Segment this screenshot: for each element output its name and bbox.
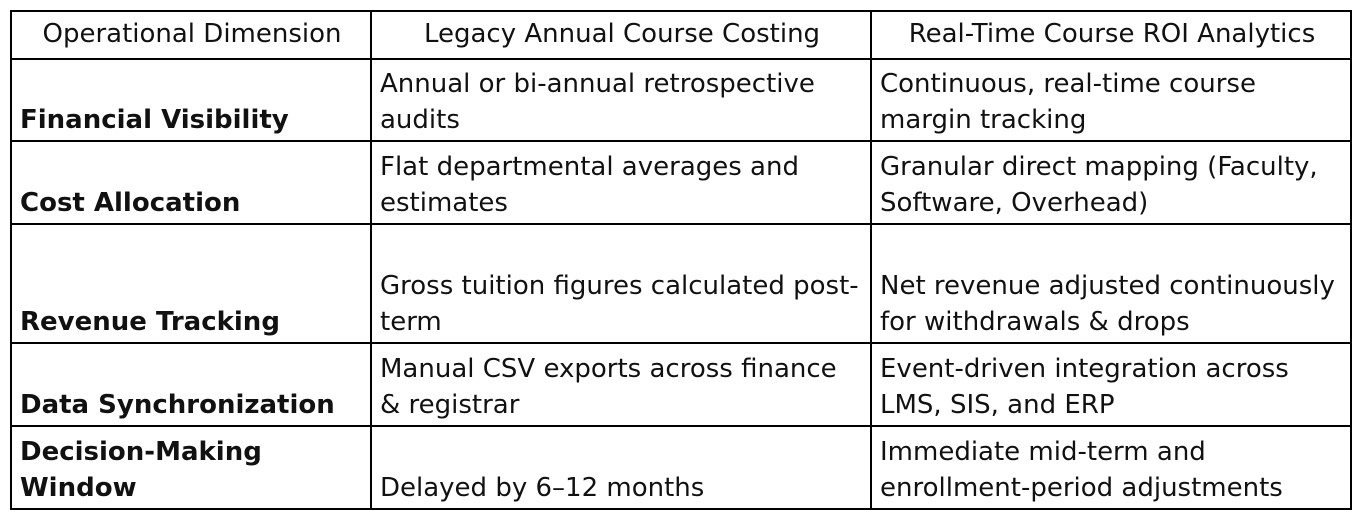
table-cell: Granular direct mapping (Faculty, Softwa…: [870, 140, 1352, 225]
header-cell: Legacy Annual Course Costing: [370, 10, 872, 60]
table-cell: Continuous, real-time course margin trac…: [870, 58, 1352, 142]
header-cell: Real-Time Course ROI Analytics: [870, 10, 1352, 60]
table-cell: Net revenue adjusted continuously for wi…: [870, 223, 1352, 344]
table-row: Data Synchronization Manual CSV exports a…: [10, 342, 1352, 427]
table-cell: Flat departmental averages and estimates: [370, 140, 872, 225]
header-cell: Operational Dimension: [10, 10, 372, 60]
dimension-cell: Cost Allocation: [10, 140, 372, 225]
table-header: Operational Dimension Legacy Annual Cours…: [10, 10, 1352, 60]
table-body: Financial Visibility Annual or bi-annual …: [10, 58, 1352, 510]
table-cell: Delayed by 6–12 months: [370, 425, 872, 510]
table-cell: Event-driven integration across LMS, SIS…: [870, 342, 1352, 427]
table-row: Decision-Making Window Delayed by 6–12 mo…: [10, 425, 1352, 510]
header-row: Operational Dimension Legacy Annual Cours…: [10, 10, 1352, 60]
table-cell: Immediate mid-term and enrollment-period…: [870, 425, 1352, 510]
comparison-table: Operational Dimension Legacy Annual Cours…: [10, 10, 1352, 510]
table-cell: Annual or bi-annual retrospective audits: [370, 58, 872, 142]
table-row: Revenue Tracking Gross tuition figures ca…: [10, 223, 1352, 344]
table-cell: Manual CSV exports across finance & regi…: [370, 342, 872, 427]
table-row: Financial Visibility Annual or bi-annual …: [10, 58, 1352, 142]
table-row: Cost Allocation Flat departmental average…: [10, 140, 1352, 225]
table-cell: Gross tuition figures calculated post-te…: [370, 223, 872, 344]
dimension-cell: Decision-Making Window: [10, 425, 372, 510]
dimension-cell: Financial Visibility: [10, 58, 372, 142]
dimension-cell: Revenue Tracking: [10, 223, 372, 344]
dimension-cell: Data Synchronization: [10, 342, 372, 427]
